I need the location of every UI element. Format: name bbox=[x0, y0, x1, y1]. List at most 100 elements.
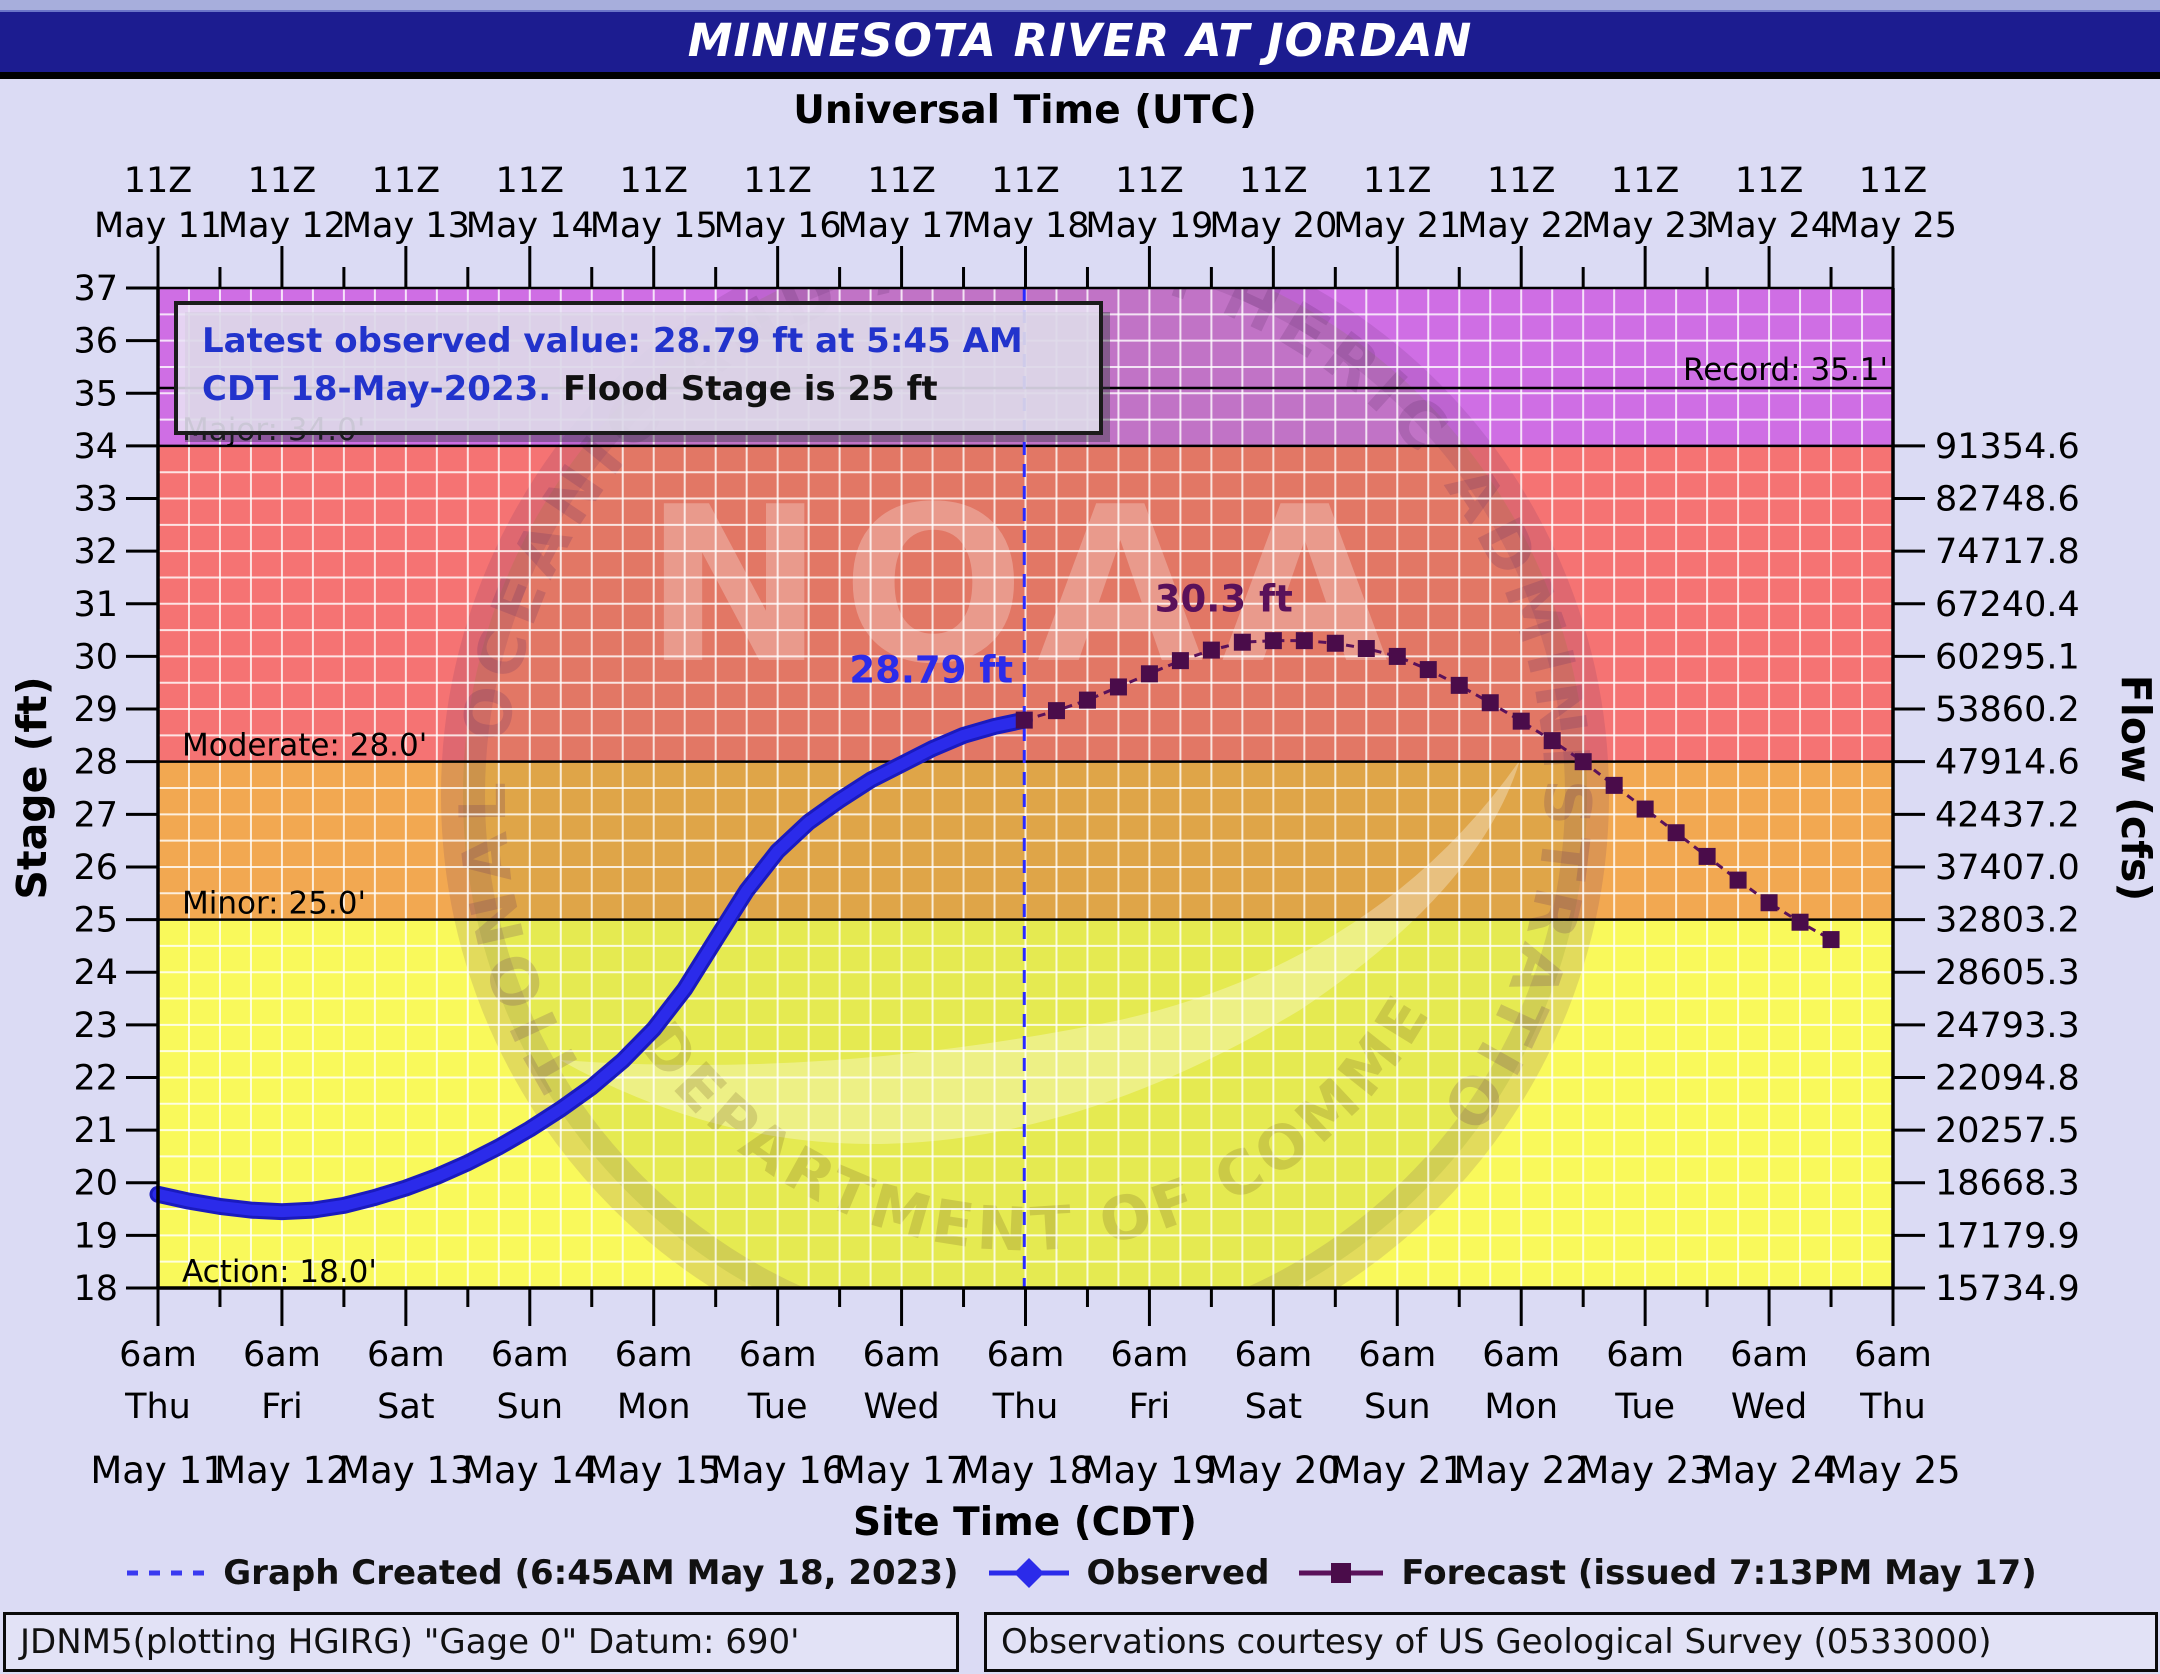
top-date-label: May 11 bbox=[94, 206, 222, 246]
flow-tick-label: 67240.4 bbox=[1935, 585, 2080, 625]
forecast-line bbox=[1015, 632, 1840, 949]
bottom-date-label: May 13 bbox=[338, 1449, 473, 1492]
flow-tick-label: 60295.1 bbox=[1935, 637, 2080, 677]
top-date-label: May 15 bbox=[590, 206, 718, 246]
site-time-tick-label: 6am bbox=[243, 1335, 321, 1375]
latest-observed-value-label: 28.79 ft bbox=[849, 649, 1013, 692]
bottom-date-label: May 16 bbox=[710, 1449, 845, 1492]
flow-tick-label: 17179.9 bbox=[1935, 1216, 2080, 1256]
site-time-tick-label: 6am bbox=[1358, 1335, 1436, 1375]
utc-tick-label: 11Z bbox=[1363, 161, 1432, 201]
stage-tick-label: 22 bbox=[73, 1058, 118, 1098]
weekday-label: Sat bbox=[1245, 1387, 1302, 1427]
bottom-date-label: May 12 bbox=[214, 1449, 349, 1492]
utc-tick-label: 11Z bbox=[619, 161, 688, 201]
site-time-tick-label: 6am bbox=[1482, 1335, 1560, 1375]
top-date-label: May 16 bbox=[714, 206, 842, 246]
flow-tick-label: 82748.6 bbox=[1935, 480, 2080, 520]
stage-tick-label: 30 bbox=[73, 637, 118, 677]
flow-tick-label: 32803.2 bbox=[1935, 901, 2080, 941]
stage-tick-label: 37 bbox=[73, 269, 118, 309]
weekday-label: Sat bbox=[377, 1387, 434, 1427]
site-time-tick-label: 6am bbox=[491, 1335, 569, 1375]
bottom-date-label: May 24 bbox=[1701, 1449, 1836, 1492]
bottom-date-label: May 23 bbox=[1577, 1449, 1712, 1492]
weekday-label: Wed bbox=[863, 1387, 939, 1427]
site-time-tick-label: 6am bbox=[1730, 1335, 1808, 1375]
stage-tick-label: 32 bbox=[73, 532, 118, 572]
weekday-label: Mon bbox=[1484, 1387, 1558, 1427]
flow-tick-label: 47914.6 bbox=[1935, 743, 2080, 783]
moderate-label: Moderate: 28.0' bbox=[182, 728, 427, 764]
weekday-label: Sun bbox=[1364, 1387, 1431, 1427]
top-date-label: May 14 bbox=[466, 206, 594, 246]
stage-tick-label: 34 bbox=[73, 427, 118, 467]
observations-credit-box: Observations courtesy of US Geological S… bbox=[984, 1612, 2158, 1672]
legend-label-forecast: Forecast (issued 7:13PM May 17) bbox=[1401, 1553, 2037, 1593]
bottom-axis-title: Site Time (CDT) bbox=[852, 1500, 1197, 1545]
record-label: Record: 35.1' bbox=[1683, 352, 1888, 388]
stage-tick-label: 33 bbox=[73, 480, 118, 520]
stage-axis: 37 36 35 34 33 32 31 30 29 28 27 26 25 24 23 22 21 20 19 18 bbox=[73, 269, 158, 1309]
flow-tick-label: 28605.3 bbox=[1935, 953, 2080, 993]
flow-tick-label: 20257.5 bbox=[1935, 1111, 2080, 1151]
bottom-date-label: May 14 bbox=[462, 1449, 597, 1492]
svg-text:CDT 18-May-2023. Flood Stage i: CDT 18-May-2023. Flood Stage is 25 ft bbox=[202, 369, 938, 409]
bottom-date-label: May 18 bbox=[958, 1449, 1093, 1492]
stage-tick-label: 27 bbox=[73, 795, 118, 835]
top-date-label: May 20 bbox=[1209, 206, 1337, 246]
site-time-tick-label: 6am bbox=[1854, 1335, 1932, 1375]
stage-tick-label: 23 bbox=[73, 1006, 118, 1046]
weekday-label: Wed bbox=[1731, 1387, 1807, 1427]
bottom-axis: 6am Thu May 11 6am Fri May 12 6am Sat May 13 6am S… bbox=[90, 1288, 1961, 1492]
site-time-tick-label: 6am bbox=[1234, 1335, 1312, 1375]
utc-tick-label: 11Z bbox=[867, 161, 936, 201]
stage-tick-label: 20 bbox=[73, 1164, 118, 1204]
stage-tick-label: 25 bbox=[73, 901, 118, 941]
legend-item-observed: Observed bbox=[985, 1553, 1270, 1593]
weekday-label: Thu bbox=[124, 1387, 191, 1427]
weekday-label: Fri bbox=[261, 1387, 303, 1427]
forecast-crest-label: 30.3 ft bbox=[1155, 578, 1293, 621]
weekday-label: Thu bbox=[992, 1387, 1059, 1427]
flow-tick-label: 15734.9 bbox=[1935, 1269, 2080, 1309]
minor-label: Minor: 25.0' bbox=[182, 886, 366, 922]
stage-axis-title: Stage (ft) bbox=[8, 676, 56, 899]
utc-tick-label: 11Z bbox=[1859, 161, 1928, 201]
bottom-date-label: May 15 bbox=[586, 1449, 721, 1492]
top-axis: 11Z May 11 11Z May 12 11Z May 13 11Z May 14 11Z M… bbox=[94, 161, 1957, 288]
bottom-date-label: May 22 bbox=[1454, 1449, 1589, 1492]
top-date-label: May 23 bbox=[1581, 206, 1709, 246]
flow-tick-label: 24793.3 bbox=[1935, 1006, 2080, 1046]
stage-tick-label: 35 bbox=[73, 374, 118, 414]
top-date-label: May 25 bbox=[1829, 206, 1957, 246]
stage-tick-label: 28 bbox=[73, 743, 118, 783]
flow-tick-label: 74717.8 bbox=[1935, 532, 2080, 572]
legend-label-observed: Observed bbox=[1086, 1553, 1270, 1593]
legend-item-graph-created: Graph Created (6:45AM May 18, 2023) bbox=[123, 1553, 959, 1593]
weekday-label: Tue bbox=[747, 1387, 808, 1427]
top-date-label: May 22 bbox=[1457, 206, 1585, 246]
bottom-date-label: May 19 bbox=[1082, 1449, 1217, 1492]
bottom-date-label: May 11 bbox=[90, 1449, 225, 1492]
top-axis-title: Universal Time (UTC) bbox=[793, 88, 1257, 133]
top-date-label: May 13 bbox=[342, 206, 470, 246]
utc-tick-label: 11Z bbox=[1115, 161, 1184, 201]
top-date-label: May 17 bbox=[838, 206, 966, 246]
utc-tick-label: 11Z bbox=[124, 161, 193, 201]
forecast-line-square-icon bbox=[1299, 1563, 1384, 1583]
utc-tick-label: 11Z bbox=[1239, 161, 1308, 201]
legend-item-forecast: Forecast (issued 7:13PM May 17) bbox=[1295, 1553, 2037, 1593]
top-date-label: May 18 bbox=[961, 206, 1089, 246]
utc-tick-label: 11Z bbox=[496, 161, 565, 201]
graph-created-dashed-line-icon bbox=[127, 1570, 206, 1576]
utc-tick-label: 11Z bbox=[1611, 161, 1680, 201]
bottom-date-label: May 21 bbox=[1330, 1449, 1465, 1492]
site-time-tick-label: 6am bbox=[863, 1335, 941, 1375]
top-date-label: May 19 bbox=[1085, 206, 1213, 246]
site-time-tick-label: 6am bbox=[739, 1335, 817, 1375]
utc-tick-label: 11Z bbox=[372, 161, 441, 201]
top-date-label: May 12 bbox=[218, 206, 346, 246]
stage-tick-label: 29 bbox=[73, 690, 118, 730]
